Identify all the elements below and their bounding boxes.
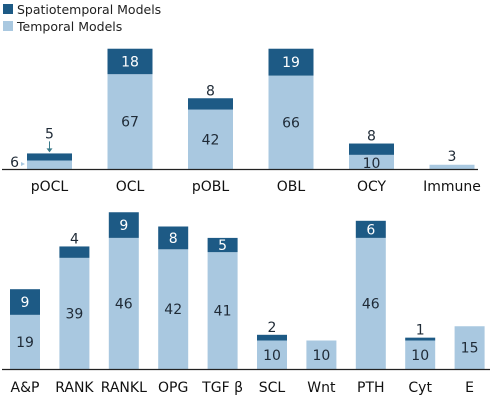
bar-spatiotemporal-obl [268,48,314,76]
value-label-spatiotemporal-tgf: 5 [218,238,227,254]
legend-item-spatiotemporal: Spatiotemporal Models [3,1,162,17]
legend-item-temporal: Temporal Models [3,18,123,34]
tick-label-opg: OPG [158,380,188,396]
bar-spatiotemporal-scl [257,334,287,341]
bar-temporal-a-p [10,314,40,369]
tick-label-ocl: OCL [116,179,145,195]
bar-spatiotemporal-cyt [405,337,436,341]
pointer-head-spatiotemporal-pocl [46,148,53,153]
value-label-temporal-pobl: 42 [202,132,220,148]
bar-spatiotemporal-ocy [349,143,394,155]
value-label-temporal-tgf: 41 [214,304,232,320]
value-label-temporal-pocl: 6 [10,155,19,171]
tick-label-pobl: pOBL [192,179,230,195]
value-label-spatiotemporal-ocy: 8 [367,129,376,145]
bar-temporal-obl [268,75,314,169]
bar-spatiotemporal-opg [158,226,189,250]
value-label-temporal-ocy: 10 [363,156,381,172]
bar-spatiotemporal-pocl [27,153,72,161]
value-label-spatiotemporal-pth: 6 [366,222,375,238]
tick-label-cyt: Cyt [408,380,432,396]
bar-temporal-wnt [306,340,337,369]
tick-label-pocl: pOCL [31,179,69,195]
tick-label-tgf: TGF β [201,380,243,396]
value-label-temporal-scl: 10 [263,348,281,364]
bar-temporal-rank [59,257,90,369]
tick-label-immune: Immune [423,179,481,195]
value-label-spatiotemporal-pocl: 5 [45,126,54,142]
tick-label-rankl: RANKL [101,380,147,396]
pointer-temporal-pocl [21,162,25,166]
bar-temporal-rankl [108,237,139,369]
bar-temporal-tgf [207,252,238,369]
legend-swatch-temporal [3,21,13,31]
bar-temporal-opg [158,249,189,369]
legend: Spatiotemporal Models Temporal Models [0,0,180,36]
bar-spatiotemporal-a-p [10,289,40,315]
value-label-spatiotemporal-a-p: 9 [21,295,30,311]
value-label-temporal-pth: 46 [362,296,380,312]
value-label-spatiotemporal-ocl: 18 [121,54,139,70]
tick-label-a-p: A&P [11,380,40,396]
bar-spatiotemporal-pobl [188,98,233,110]
value-label-spatiotemporal-rankl: 9 [119,218,128,234]
tick-label-ocy: OCY [357,179,387,195]
tick-label-rank: RANK [55,380,94,396]
bar-spatiotemporal-ocl [107,48,153,75]
tick-label-obl: OBL [277,179,306,195]
value-label-spatiotemporal-obl: 19 [282,55,300,71]
tick-label-pth: PTH [357,380,385,396]
value-label-temporal-ocl: 67 [121,115,139,131]
legend-swatch-spatiotemporal [3,4,13,14]
bar-temporal-immune [429,164,475,169]
value-label-temporal-cyt: 10 [411,348,429,364]
tick-label-e: E [465,380,474,396]
value-label-temporal-rank: 39 [65,306,83,322]
bar-temporal-ocy [349,154,394,169]
value-label-temporal-immune: 3 [448,149,457,165]
tick-label-scl: SCL [259,380,286,396]
bar-spatiotemporal-tgf [207,237,238,253]
legend-label-temporal: Temporal Models [17,18,123,34]
bar-temporal-scl [257,340,287,369]
bar-spatiotemporal-rankl [108,212,139,238]
bar-temporal-pocl [27,160,72,169]
value-label-temporal-rankl: 46 [115,296,133,312]
legend-label-spatiotemporal: Spatiotemporal Models [17,1,162,17]
bar-temporal-ocl [107,74,153,169]
bar-spatiotemporal-rank [59,246,90,258]
value-label-temporal-opg: 42 [164,302,182,318]
value-label-spatiotemporal-opg: 8 [169,231,178,247]
value-label-spatiotemporal-rank: 4 [70,231,79,247]
value-label-temporal-e: 15 [461,341,479,357]
value-label-temporal-a-p: 19 [16,335,34,351]
value-label-spatiotemporal-scl: 2 [268,320,277,336]
tick-label-wnt: Wnt [307,380,336,396]
value-label-temporal-wnt: 10 [312,348,330,364]
value-label-spatiotemporal-cyt: 1 [416,323,425,339]
bar-temporal-pth [355,237,386,369]
bar-temporal-pobl [188,109,233,169]
bar-temporal-e [454,326,485,369]
value-label-spatiotemporal-pobl: 8 [206,83,215,99]
value-label-temporal-obl: 66 [282,115,300,131]
bar-temporal-cyt [405,340,436,369]
bar-spatiotemporal-pth [355,220,386,238]
